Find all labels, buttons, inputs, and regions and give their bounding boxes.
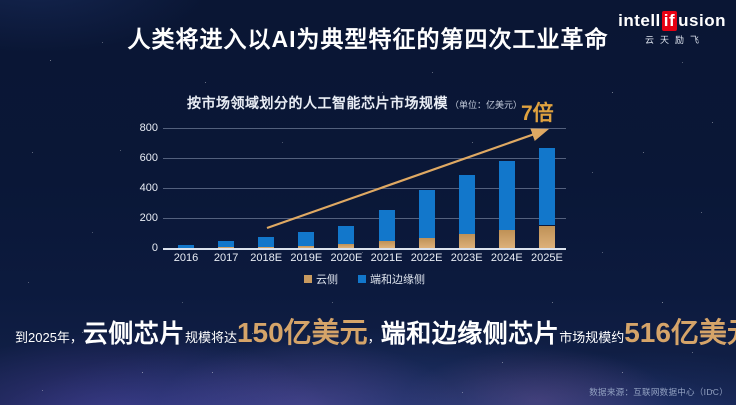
x-tick-label: 2020E [330,252,363,264]
statement-segment: 到2025年， [15,330,83,345]
legend-label: 云侧 [316,274,338,286]
bar-segment-端和边缘侧-2016 [178,244,194,248]
statement-segment: 规模将达 [184,330,237,345]
bar-segment-端和边缘侧-2023E [458,174,475,235]
x-tick-label: 2023E [450,252,483,264]
statement-segment: 150亿美元 [236,317,368,348]
bar-segment-端和边缘侧-2019E [298,231,315,246]
growth-annotation: 7倍 [521,102,554,125]
legend-item-端和边缘侧: 端和边缘侧 [358,271,425,287]
chart-title-row: 按市场领域划分的人工智能芯片市场规模 （单位：亿美元） [143,93,566,113]
x-tick-label: 2021E [370,252,403,264]
x-tick-label: 2025E [530,252,563,264]
logo-subtitle: 云天励飞 [645,35,706,45]
company-logo: intell if usion 云天励飞 [618,11,726,46]
bar-segment-云侧-2023E [458,234,475,248]
chart-legend: 云侧 端和边缘侧 [163,271,566,287]
bar-segment-端和边缘侧-2025E [538,148,555,226]
x-tick-label: 2017 [213,252,239,264]
x-tick-label: 2016 [173,252,199,264]
data-source-note: 数据来源：互联网数据中心（IDC） [589,387,728,397]
gridline-400 [163,188,566,189]
legend-item-云侧: 云侧 [304,271,338,287]
bar-segment-端和边缘侧-2021E [378,209,395,242]
logo-text-intell: intell [618,11,661,30]
y-tick-label: 400 [139,182,158,194]
bar-segment-云侧-2019E [298,245,315,248]
starfield-decoration [0,0,1,1]
statement-segment: ， [367,330,381,345]
bar-segment-云侧-2020E [338,244,355,248]
y-tick-label: 800 [139,122,158,134]
bar-segment-端和边缘侧-2017 [218,240,235,248]
legend-swatch [304,275,312,283]
y-tick-label: 600 [139,152,158,164]
bar-segment-端和边缘侧-2020E [338,226,355,245]
bar-segment-云侧-2017 [218,247,235,248]
bar-segment-端和边缘侧-2022E [418,190,435,238]
logo-wordmark: intell if usion [618,11,726,31]
gridline-600 [163,158,566,159]
gridline-0 [163,248,566,250]
bar-segment-端和边缘侧-2018E [258,237,275,247]
chart-plot-area [163,128,566,250]
legend-swatch [358,275,366,283]
chart-unit-label: （单位：亿美元） [449,100,522,110]
growth-trend-arrow [266,128,550,230]
logo-if-badge: if [661,11,678,31]
y-tick-label: 200 [139,212,158,224]
bar-segment-云侧-2024E [498,230,515,248]
x-tick-label: 2019E [290,252,323,264]
bar-segment-云侧-2018E [258,246,275,248]
chart-title: 按市场领域划分的人工智能芯片市场规模 [186,95,448,111]
logo-text-usion: usion [678,11,726,30]
statement-segment: 516亿美元 [624,317,736,348]
bar-segment-云侧-2022E [418,237,435,248]
x-tick-label: 2018E [250,252,283,264]
gridline-800 [163,128,566,129]
x-tick-label: 2024E [490,252,523,264]
y-tick-label: 0 [151,242,158,254]
statement-segment: 市场规模约 [559,330,625,345]
slide-title: 人类将进入以AI为典型特征的第四次工业革命 [127,26,609,52]
legend-label: 端和边缘侧 [370,274,425,286]
x-tick-label: 2022E [410,252,443,264]
statement-segment: 云侧芯片 [82,320,185,348]
bar-segment-云侧-2025E [538,225,555,248]
bar-segment-云侧-2021E [378,241,395,248]
bar-segment-端和边缘侧-2024E [498,161,515,231]
gridline-200 [163,218,566,219]
statement-segment: 端和边缘侧芯片 [380,320,560,348]
